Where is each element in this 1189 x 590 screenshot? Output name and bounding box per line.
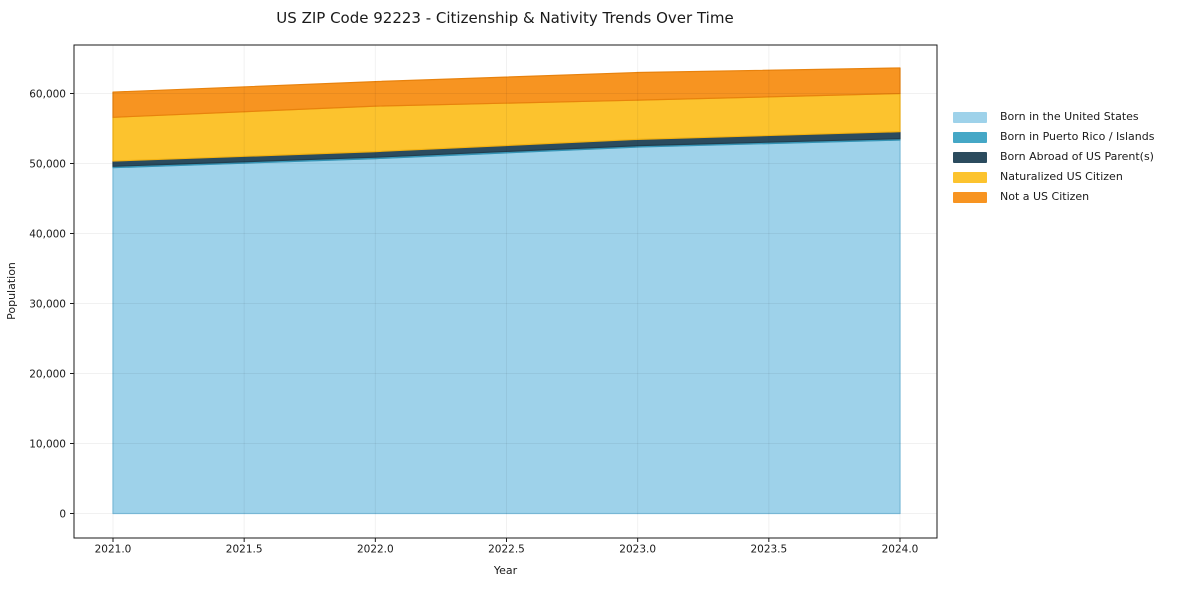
x-tick-label: 2023.5	[750, 544, 787, 556]
legend-item-naturalized: Naturalized US Citizen	[953, 167, 1154, 187]
legend-item-label: Not a US Citizen	[1000, 190, 1090, 203]
y-tick-label: 0	[59, 508, 66, 520]
legend-item-not-citizen: Not a US Citizen	[953, 187, 1154, 207]
y-tick-label: 10,000	[29, 438, 66, 450]
plot-border	[73, 44, 938, 539]
y-tick-label: 60,000	[29, 88, 66, 100]
x-tick-label: 2021.5	[226, 544, 263, 556]
chart-title: US ZIP Code 92223 - Citizenship & Nativi…	[276, 9, 733, 27]
legend: Born in the United States Born in Puerto …	[953, 107, 1154, 207]
legend-swatch-icon	[953, 151, 987, 163]
x-tick-label: 2021.0	[95, 544, 132, 556]
legend-swatch-icon	[953, 191, 987, 203]
legend-item-label: Naturalized US Citizen	[1000, 170, 1123, 183]
area-not-citizen	[112, 67, 901, 118]
x-tick-label: 2022.0	[357, 544, 394, 556]
y-tick-label: 40,000	[29, 228, 66, 240]
y-tick-label: 50,000	[29, 158, 66, 170]
tick-labels-group: 2021.0 2021.5 2022.0 2022.5 2023.0 2023.5 2024…	[29, 88, 918, 555]
x-tick-label: 2022.5	[488, 544, 525, 556]
legend-item-born-abroad: Born Abroad of US Parent(s)	[953, 147, 1154, 167]
y-tick-label: 20,000	[29, 368, 66, 380]
legend-swatch-icon	[953, 171, 987, 183]
tick-marks-group	[70, 93, 901, 542]
legend-swatch-icon	[953, 131, 987, 143]
y-tick-label: 30,000	[29, 298, 66, 310]
legend-swatch-icon	[953, 111, 987, 123]
x-tick-label: 2024.0	[882, 544, 919, 556]
legend-item-label: Born in Puerto Rico / Islands	[1000, 130, 1155, 143]
y-axis-label: Population	[5, 262, 18, 320]
legend-item-label: Born in the United States	[1000, 110, 1139, 123]
legend-item-label: Born Abroad of US Parent(s)	[1000, 150, 1154, 163]
areas-group	[112, 67, 901, 515]
gridlines-group	[74, 45, 937, 538]
x-tick-label: 2023.0	[619, 544, 656, 556]
legend-item-born-pr-islands: Born in Puerto Rico / Islands	[953, 127, 1154, 147]
x-axis-label: Year	[493, 564, 518, 577]
legend-item-born-us: Born in the United States	[953, 107, 1154, 127]
